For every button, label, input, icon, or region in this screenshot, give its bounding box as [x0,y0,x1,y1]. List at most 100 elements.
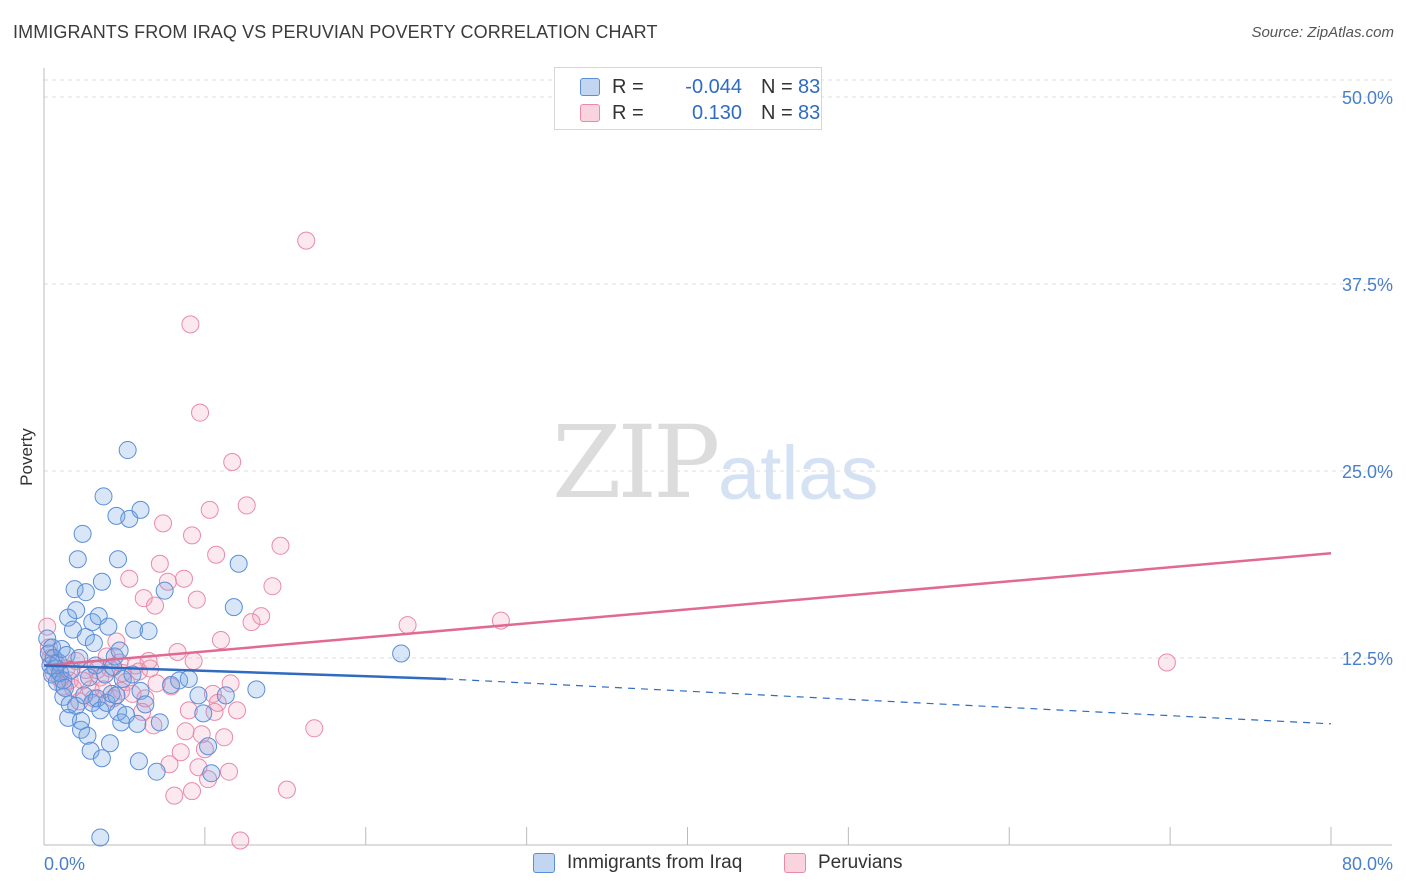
data-point-iraq [216,686,235,705]
y-tick-label: 50.0% [1342,88,1393,108]
data-point-peruvians [220,762,239,781]
data-point-peruvians [271,536,290,555]
source-credit: Source: ZipAtlas.com [1251,24,1394,41]
correlation-legend: R = -0.044 N = 83 R = 0.130 N = 83 [554,67,822,130]
data-point-peruvians [237,496,256,515]
data-point-iraq [125,620,144,639]
legend-n-label: N = [761,102,793,124]
data-point-iraq [136,695,155,714]
data-point-peruvians [183,526,202,545]
legend-r-value: 0.130 [691,102,742,124]
axes [43,68,1392,846]
data-point-iraq [91,701,110,720]
data-point-peruvians [277,780,296,799]
data-point-iraq [229,554,248,573]
legend-r-label: R = [612,102,644,124]
data-point-iraq [54,687,73,706]
data-point-iraq [107,686,126,705]
y-axis-label: Poverty [17,428,36,486]
legend-swatch-iraq [580,78,600,96]
data-point-iraq [55,678,74,697]
data-point-peruvians [154,514,173,533]
data-point-peruvians [181,315,200,334]
legend-label-iraq: Immigrants from Iraq [567,852,743,873]
data-point-iraq [129,752,148,771]
x-tick-label: 80.0% [1342,854,1393,874]
legend-label-peruvians: Peruvians [818,852,903,873]
data-point-peruvians [187,590,206,609]
data-point-iraq [170,671,189,690]
data-point-iraq [81,741,100,760]
x-axis-ticks [43,827,1332,845]
trend-line-peruvians [43,552,1332,667]
data-point-iraq [110,641,129,660]
data-point-iraq [52,640,71,659]
data-point-iraq [84,634,103,653]
data-point-iraq [123,665,142,684]
legend-swatch-iraq [533,853,555,873]
data-point-iraq [202,764,221,783]
trend-line-iraq [43,664,447,681]
data-point-iraq [65,580,84,599]
data-point-iraq [78,726,97,745]
legend-swatch-peruvians [784,853,806,873]
data-point-peruvians [223,453,242,472]
data-point-iraq [60,695,79,714]
data-point-peruvians [207,545,226,564]
data-point-peruvians [165,786,184,805]
watermark-atlas: atlas [718,431,879,516]
chart-title: IMMIGRANTS FROM IRAQ VS PERUVIAN POVERTY… [13,22,658,42]
data-point-iraq [72,711,91,730]
trend-line-iraq-extrapolated [446,678,1332,725]
iraq-points [38,441,411,847]
y-tick-label: 12.5% [1342,649,1393,669]
data-point-iraq [247,680,266,699]
y-tick-label: 37.5% [1342,275,1393,295]
data-point-iraq [179,669,198,688]
data-point-iraq [155,581,174,600]
grid-lines [44,79,1392,659]
data-point-iraq [113,669,132,688]
data-point-peruvians [242,613,261,632]
data-point-iraq [224,598,243,617]
data-point-iraq [99,617,118,636]
data-point-iraq [131,500,150,519]
legend-r-label: R = [612,76,644,98]
legend-r-value: -0.044 [685,76,742,98]
trend-lines [43,552,1332,725]
data-point-iraq [88,689,107,708]
data-point-peruvians [1157,653,1176,672]
data-point-peruvians [134,589,153,608]
data-point-peruvians [179,701,198,720]
data-point-peruvians [252,607,271,626]
data-point-iraq [128,714,147,733]
data-point-peruvians [176,722,195,741]
data-point-peruvians [150,554,169,573]
data-point-peruvians [211,631,230,650]
data-point-iraq [139,622,158,641]
data-point-iraq [76,583,95,602]
data-point-iraq [147,762,166,781]
data-point-iraq [100,734,119,753]
data-point-peruvians [168,643,187,662]
data-point-iraq [38,629,57,648]
data-point-peruvians [263,577,282,596]
data-point-peruvians [174,569,193,588]
data-point-iraq [68,550,87,569]
data-point-iraq [91,828,110,847]
data-point-peruvians [183,782,202,801]
y-tick-label: 25.0% [1342,462,1393,482]
data-point-iraq [92,572,111,591]
data-point-peruvians [191,403,210,422]
legend-n-label: N = [761,76,793,98]
data-point-peruvians [171,743,190,762]
data-point-peruvians [199,770,218,789]
legend-n-value: 83 [798,102,821,124]
tick-labels: 12.5% 25.0% 37.5% 50.0% 0.0% 80.0% [44,88,1393,874]
x-tick-label: 0.0% [44,854,85,874]
data-point-iraq [194,704,213,723]
data-point-peruvians [398,616,417,635]
data-point-peruvians [203,684,222,703]
data-point-iraq [131,681,150,700]
data-point-peruvians [200,500,219,519]
